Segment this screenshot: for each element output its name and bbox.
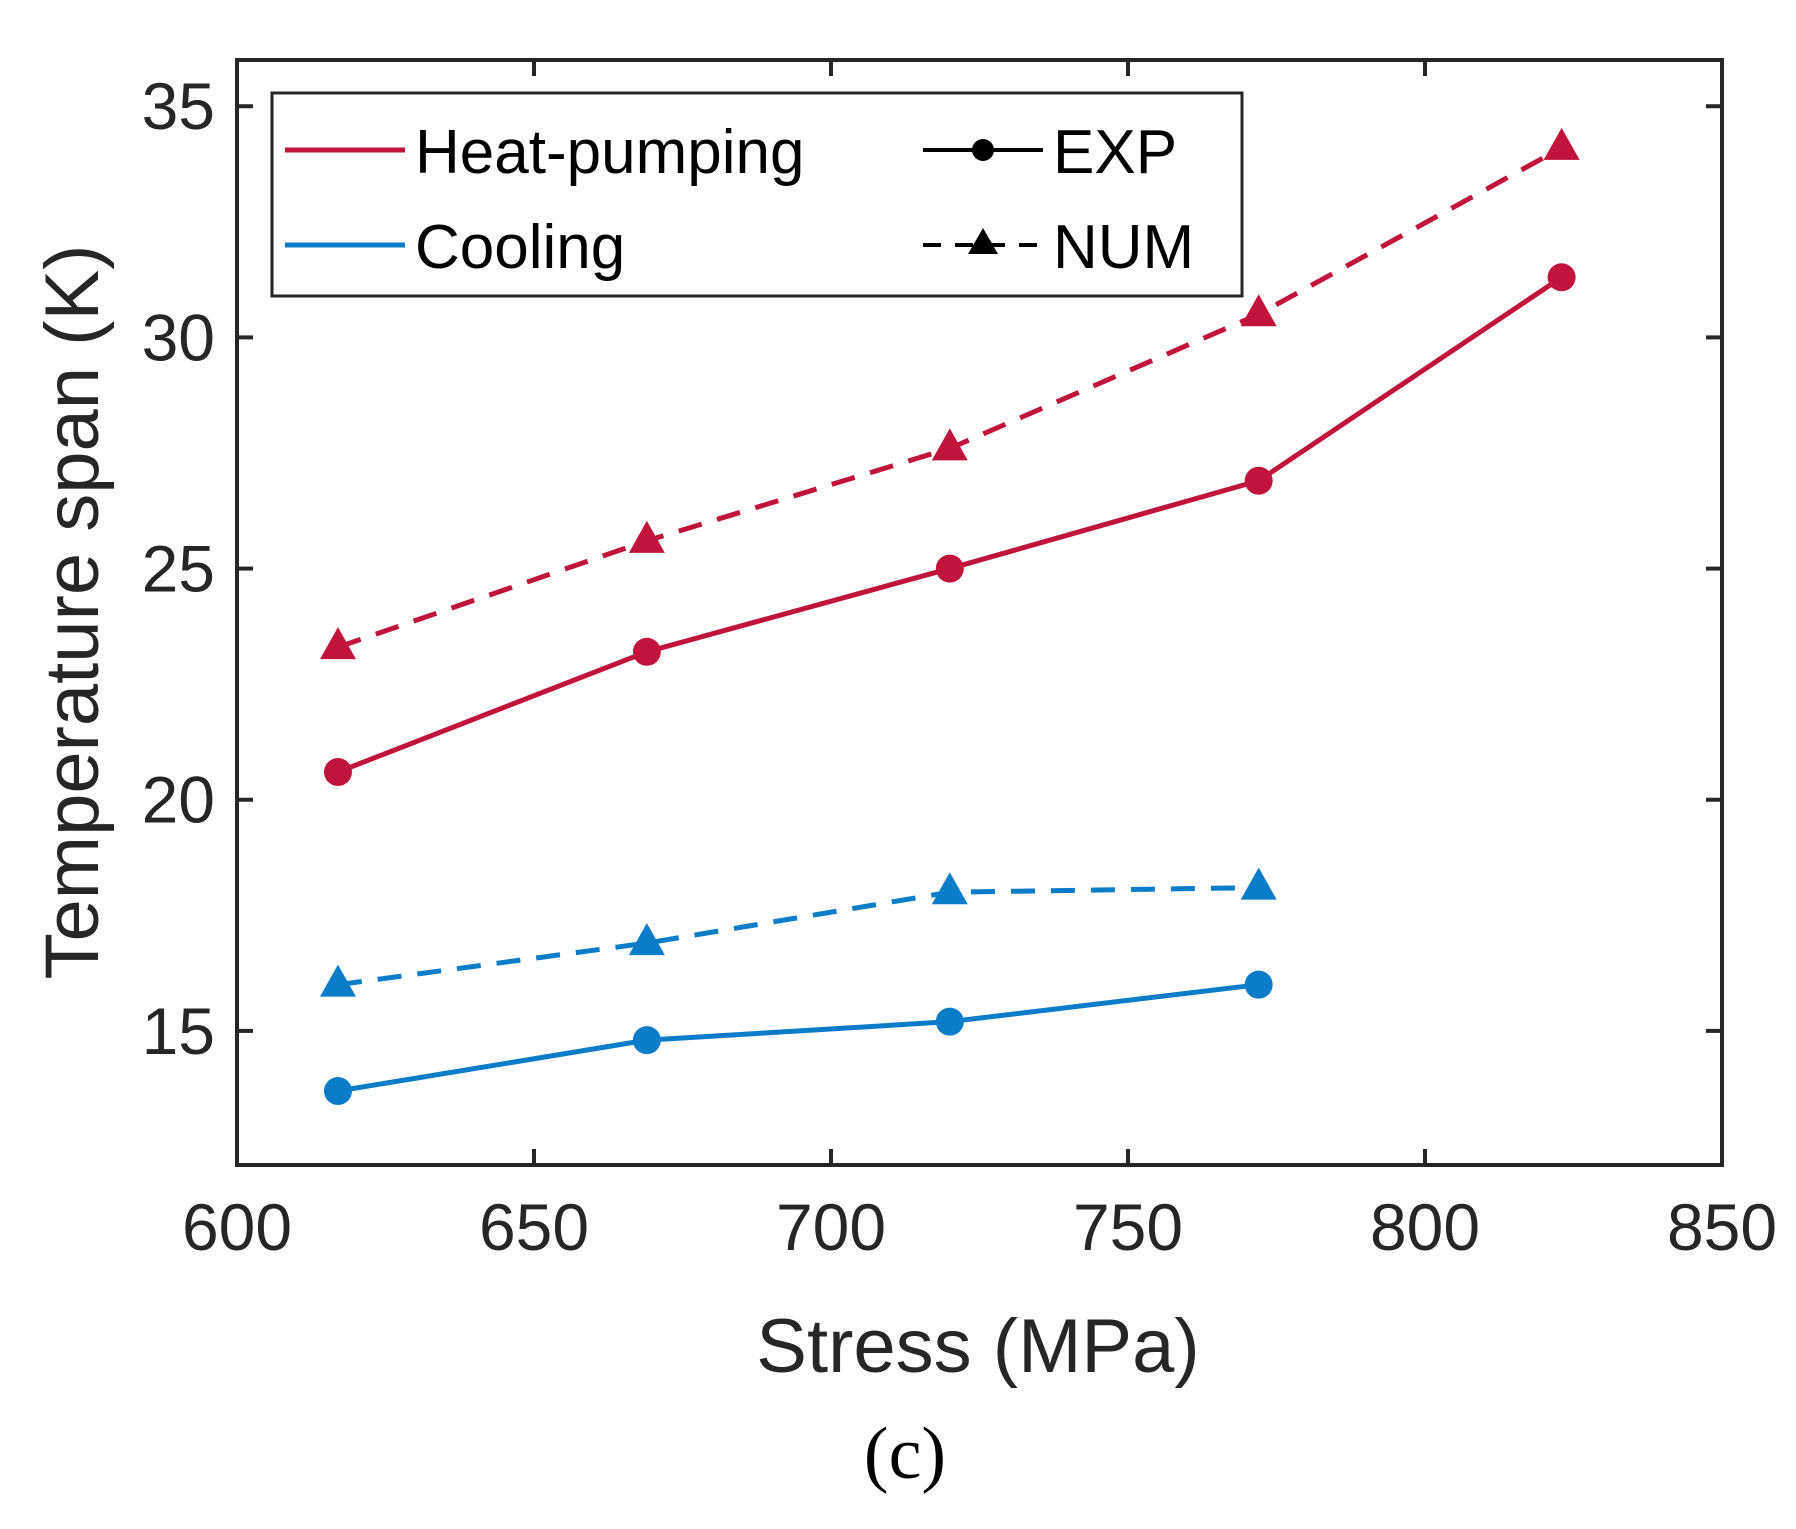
data-point [632, 1026, 661, 1055]
series-heat-pumping-num [319, 127, 1580, 660]
series-layer [319, 127, 1580, 1106]
y-tick-label: 25 [142, 532, 215, 606]
x-tick-label: 750 [1073, 1190, 1183, 1264]
legend-box [270, 91, 1244, 298]
x-tick-label: 850 [1667, 1190, 1777, 1264]
data-point [1240, 867, 1277, 900]
x-tick-label: 600 [182, 1190, 292, 1264]
legend-num-marker [968, 228, 998, 254]
data-point [323, 1077, 352, 1106]
data-point [632, 637, 661, 666]
legend-exp-label: EXP [1053, 118, 1177, 187]
y-axis-title: Temperature span (K) [30, 245, 115, 980]
series-heat-pumping-exp [323, 263, 1576, 787]
series-cooling-exp [323, 970, 1273, 1106]
y-tick-label: 15 [142, 994, 215, 1068]
y-axis: 15 20 25 30 35 [142, 69, 1722, 1068]
y-tick-label: 30 [142, 300, 215, 374]
data-point [931, 872, 968, 905]
y-tick-label: 35 [142, 69, 215, 143]
data-point [323, 758, 352, 787]
x-tick-label: 700 [776, 1190, 886, 1264]
data-point [1244, 466, 1273, 495]
x-axis: 600 650 700 750 800 850 [182, 60, 1777, 1264]
x-tick-label: 800 [1370, 1190, 1480, 1264]
y-tick-label: 20 [142, 763, 215, 837]
data-point [1244, 970, 1273, 999]
data-point [319, 627, 356, 660]
data-point [1547, 263, 1576, 292]
figure-caption: (c) [864, 1413, 946, 1495]
data-point [1543, 127, 1580, 160]
data-point [935, 1007, 964, 1036]
data-point [319, 964, 356, 997]
data-point [1240, 294, 1277, 327]
series-cooling-num [319, 867, 1277, 997]
data-point [628, 923, 665, 956]
legend-exp-marker [972, 139, 994, 161]
legend-heat-pumping-label: Heat-pumping [415, 118, 804, 187]
legend-cooling-label: Cooling [415, 213, 625, 282]
x-tick-label: 650 [479, 1190, 589, 1264]
x-axis-title: Stress (MPa) [756, 1304, 1199, 1389]
data-point [935, 554, 964, 583]
series-line [337, 885, 1259, 988]
series-line [337, 982, 1259, 1094]
legend: Heat-pumping Cooling EXP NUM [270, 91, 1244, 298]
data-point [931, 428, 968, 461]
legend-num-label: NUM [1053, 213, 1194, 282]
data-point [628, 520, 665, 553]
